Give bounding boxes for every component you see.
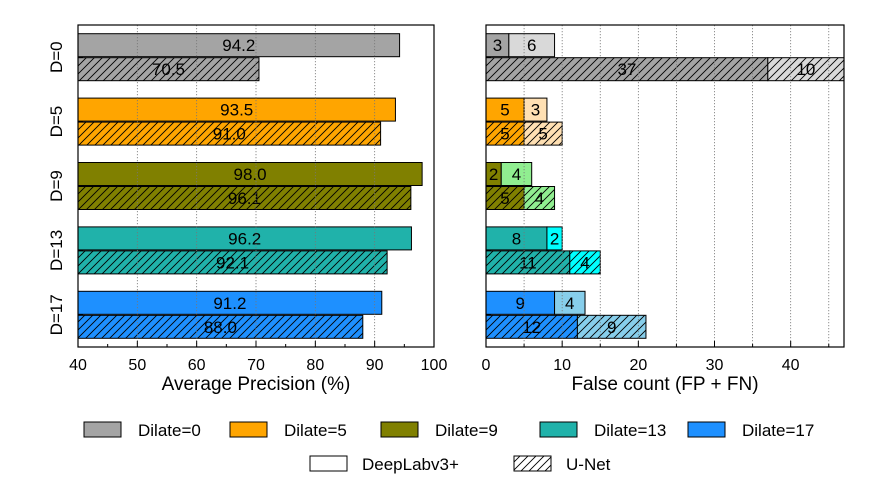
ap-tick-label: 70 — [247, 357, 265, 374]
false-count-x-ticks: 0 10 20 30 40 — [482, 56, 830, 374]
fp-value-label-deeplab: 5 — [500, 101, 509, 120]
legend-swatch-dilate — [687, 421, 726, 438]
fn-bar-unet — [576, 314, 647, 339]
ap-tick-label: 100 — [421, 357, 448, 374]
fn-value-label-unet: 9 — [607, 318, 616, 337]
legend: Dilate=0 Dilate=5 Dilate=9 Dilate=13 Dilate=… — [83, 421, 814, 474]
fp-value-label-unet: 5 — [500, 125, 509, 144]
legend-label-deeplab: DeepLabv3+ — [362, 455, 459, 474]
category-label: D=0 — [47, 41, 66, 73]
false-count-tick-label: 20 — [629, 357, 647, 374]
legend-swatch-deeplab — [309, 455, 348, 472]
legend-label-dilate: Dilate=13 — [594, 421, 666, 440]
fn-value-label-deeplab: 4 — [565, 294, 574, 313]
fn-bar-unet — [523, 186, 556, 210]
ap-category-labels: D=0 D=5 D=9 D=13 D=17 — [47, 41, 83, 335]
ap-tick-label: 80 — [306, 357, 324, 374]
false-count-chart: 3 637 105 35 52 45 48 211 49 412 9 0 10 20 30 40 False… — [482, 24, 845, 395]
ap-tick-label: 60 — [188, 357, 206, 374]
fn-value-label-unet: 4 — [535, 189, 544, 208]
ap-value-label-unet: 96.1 — [228, 189, 261, 208]
fp-bar-unet — [485, 314, 578, 339]
ap-tick-label: 50 — [128, 357, 146, 374]
ap-tick-label: 40 — [69, 357, 87, 374]
ap-bar-unet — [77, 57, 260, 82]
legend-label-dilate: Dilate=17 — [742, 421, 814, 440]
false-count-tick-label: 0 — [482, 357, 491, 374]
ap-value-label-unet: 70.5 — [152, 60, 185, 79]
fn-bar-unet — [523, 121, 563, 146]
ap-bar-unet — [77, 250, 388, 275]
fn-value-label-deeplab: 4 — [512, 165, 521, 184]
ap-value-label-unet: 91.0 — [213, 125, 246, 144]
ap-bar-unet — [77, 121, 382, 146]
fp-value-label-deeplab: 3 — [493, 36, 502, 55]
ap-value-label-deeplab: 91.2 — [213, 294, 246, 313]
false-count-bars: 3 637 105 35 52 45 48 211 49 412 9 — [485, 33, 845, 339]
fp-value-label-unet: 12 — [522, 318, 541, 337]
legend-swatch-dilate — [229, 421, 268, 438]
legend-label-dilate: Dilate=0 — [138, 421, 201, 440]
ap-value-label-unet: 92.1 — [216, 253, 249, 272]
fp-value-label-unet: 11 — [519, 253, 537, 272]
legend-swatch-dilate — [539, 421, 578, 438]
legend-swatch-unet — [513, 455, 552, 472]
false-count-tick-label: 40 — [782, 357, 800, 374]
fn-value-label-deeplab: 2 — [550, 229, 559, 248]
ap-tick-label: 90 — [366, 357, 384, 374]
fn-bar-deeplab — [508, 33, 556, 58]
fn-value-label-deeplab: 6 — [527, 36, 536, 55]
fn-bar-unet — [569, 250, 601, 275]
legend-swatch-dilate — [380, 421, 419, 438]
fp-value-label-unet: 5 — [500, 189, 509, 208]
ap-bars: 94.2 70.5 93.5 91.0 98.0 96.1 96.2 92.1 91.2 88.0 — [77, 33, 423, 339]
category-label: D=5 — [47, 106, 66, 138]
fn-bar-deeplab — [500, 162, 533, 186]
fp-value-label-deeplab: 8 — [512, 229, 521, 248]
ap-value-label-deeplab: 94.2 — [222, 36, 255, 55]
fp-bar-unet — [485, 121, 525, 146]
fn-value-label-unet: 4 — [580, 253, 589, 272]
legend-label-unet: U-Net — [566, 455, 611, 474]
fp-value-label-deeplab: 2 — [489, 165, 498, 184]
ap-value-label-deeplab: 98.0 — [234, 165, 267, 184]
fp-value-label-deeplab: 9 — [516, 294, 525, 313]
fp-value-label-unet: 37 — [617, 60, 636, 79]
ap-value-label-unet: 88.0 — [204, 318, 237, 337]
category-label: D=17 — [47, 294, 66, 335]
ap-x-ticks: 40 50 60 70 80 90 100 — [69, 341, 447, 374]
fp-bar-unet — [485, 57, 769, 82]
ap-value-label-deeplab: 96.2 — [228, 229, 261, 248]
ap-value-label-deeplab: 93.5 — [220, 101, 253, 120]
ap-bar-unet — [77, 314, 364, 339]
fn-bar-deeplab — [554, 290, 586, 315]
fp-bar-unet — [485, 186, 525, 210]
fn-value-label-unet: 10 — [796, 60, 815, 79]
average-precision-chart: 94.2 70.5 93.5 91.0 98.0 96.1 96.2 92.1 91.2 88.0… — [47, 24, 447, 395]
legend-label-dilate: Dilate=9 — [435, 421, 498, 440]
fn-bar-unet — [767, 57, 845, 82]
fn-value-label-deeplab: 3 — [531, 101, 540, 120]
false-count-tick-label: 30 — [706, 357, 724, 374]
false-count-tick-label: 10 — [553, 357, 571, 374]
category-label: D=13 — [47, 230, 66, 271]
legend-swatch-dilate — [83, 421, 122, 438]
fn-value-label-unet: 5 — [538, 125, 547, 144]
category-label: D=9 — [47, 170, 66, 202]
false-count-x-axis-label: False count (FP + FN) — [571, 374, 758, 395]
legend-label-dilate: Dilate=5 — [284, 421, 347, 440]
ap-x-axis-label: Average Precision (%) — [162, 374, 351, 395]
